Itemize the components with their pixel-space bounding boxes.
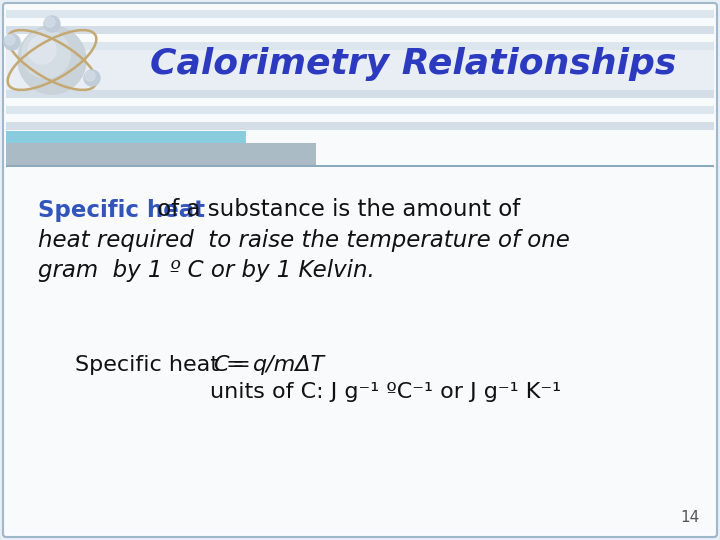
- Bar: [6, 42, 714, 50]
- Text: of a substance is the amount of: of a substance is the amount of: [150, 199, 521, 221]
- Bar: [6, 26, 714, 34]
- Text: Specific heat =: Specific heat =: [75, 355, 252, 375]
- Text: units of C: J g⁻¹ ºC⁻¹ or J g⁻¹ K⁻¹: units of C: J g⁻¹ ºC⁻¹ or J g⁻¹ K⁻¹: [210, 382, 561, 402]
- Bar: [6, 90, 714, 98]
- Bar: [6, 122, 714, 130]
- Circle shape: [28, 36, 56, 64]
- Bar: [6, 58, 714, 66]
- Text: gram  by 1 º C or by 1 Kelvin.: gram by 1 º C or by 1 Kelvin.: [38, 259, 374, 281]
- Text: q/mΔT: q/mΔT: [253, 355, 325, 375]
- Text: heat required  to raise the temperature of one: heat required to raise the temperature o…: [38, 228, 570, 252]
- Bar: [6, 10, 714, 18]
- Circle shape: [18, 26, 86, 94]
- Circle shape: [4, 34, 20, 50]
- Text: 14: 14: [680, 510, 700, 525]
- Bar: [6, 131, 246, 145]
- Circle shape: [45, 17, 55, 27]
- Bar: [6, 74, 714, 82]
- Text: =: =: [225, 355, 258, 375]
- Bar: [6, 106, 714, 114]
- Bar: [6, 50, 714, 90]
- Circle shape: [44, 16, 60, 32]
- Text: C: C: [213, 355, 228, 375]
- Text: Specific heat: Specific heat: [38, 199, 205, 221]
- Circle shape: [22, 30, 70, 78]
- Bar: [6, 165, 714, 167]
- Bar: [6, 143, 316, 165]
- Text: Calorimetry Relationships: Calorimetry Relationships: [150, 47, 676, 81]
- FancyBboxPatch shape: [3, 3, 717, 537]
- Circle shape: [5, 35, 15, 45]
- Circle shape: [85, 71, 95, 81]
- Circle shape: [84, 70, 100, 86]
